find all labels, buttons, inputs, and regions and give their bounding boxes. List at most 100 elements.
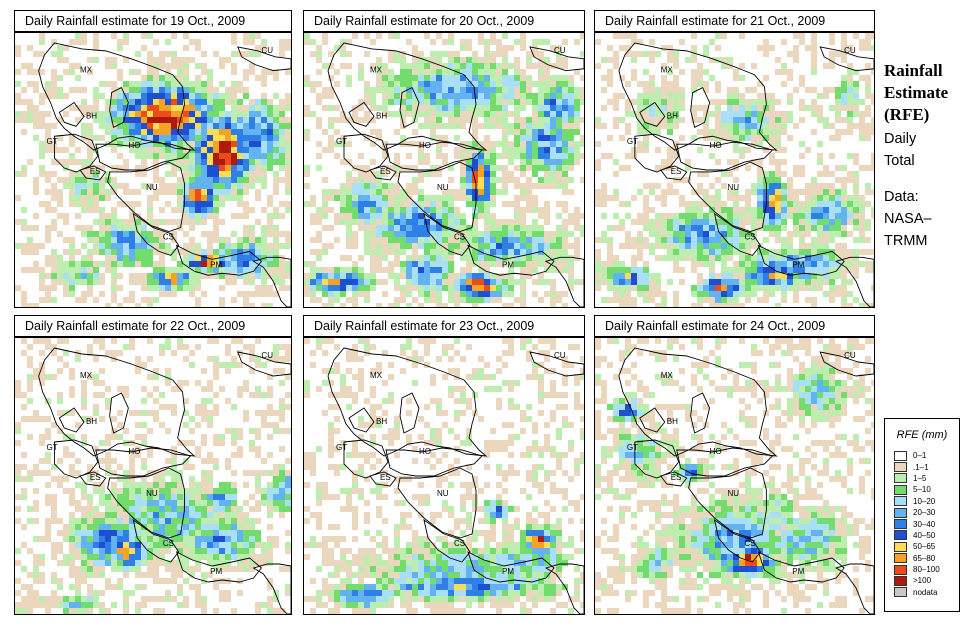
rainfall-cell	[376, 219, 382, 225]
rainfall-cell	[538, 69, 544, 75]
rainfall-cell	[21, 87, 27, 93]
rainfall-cell	[195, 380, 201, 386]
rainfall-cell	[93, 45, 99, 51]
rainfall-cell	[75, 39, 81, 45]
rainfall-cell	[87, 201, 93, 207]
rainfall-cell	[39, 560, 45, 566]
rainfall-cell	[340, 189, 346, 195]
rainfall-cell	[340, 279, 346, 285]
rainfall-cell	[631, 279, 637, 285]
coastline	[467, 244, 555, 276]
rainfall-cell	[39, 111, 45, 117]
rainfall-cell	[147, 111, 153, 117]
rainfall-cell	[733, 303, 739, 307]
rainfall-cell	[267, 470, 273, 476]
rainfall-cell	[739, 231, 745, 237]
rainfall-cell	[562, 93, 568, 99]
rainfall-cell	[159, 207, 165, 213]
rainfall-cell	[273, 536, 279, 542]
rainfall-cell	[667, 69, 673, 75]
rainfall-cell	[745, 189, 751, 195]
rainfall-cell	[51, 542, 57, 548]
rainfall-cell	[261, 267, 267, 273]
rainfall-cell	[153, 524, 159, 530]
rainfall-cell	[508, 249, 514, 255]
rainfall-cell	[484, 141, 490, 147]
rainfall-cell	[490, 105, 496, 111]
rainfall-cell	[340, 63, 346, 69]
rainfall-cell	[117, 111, 123, 117]
rainfall-cell	[69, 87, 75, 93]
rainfall-cell	[625, 201, 631, 207]
rainfall-cell	[129, 81, 135, 87]
rainfall-cell	[322, 273, 328, 279]
rainfall-cell	[57, 75, 63, 81]
panel-title: Daily Rainfall estimate for 21 Oct., 200…	[594, 10, 875, 32]
rainfall-cell	[490, 243, 496, 249]
rainfall-cell	[159, 81, 165, 87]
rainfall-cell	[448, 117, 454, 123]
rainfall-cell	[310, 39, 316, 45]
rainfall-cell	[273, 422, 279, 428]
rainfall-cell	[352, 243, 358, 249]
rainfall-cell	[733, 69, 739, 75]
rainfall-cell	[544, 201, 550, 207]
rainfall-cell	[769, 189, 775, 195]
rainfall-cell	[601, 105, 607, 111]
rainfall-cell	[484, 189, 490, 195]
rainfall-cell	[310, 219, 316, 225]
rainfall-cell	[613, 279, 619, 285]
rainfall-cell	[388, 219, 394, 225]
rainfall-cell	[562, 207, 568, 213]
rainfall-cell	[793, 225, 799, 231]
rainfall-cell	[697, 273, 703, 279]
rainfall-cell	[45, 398, 51, 404]
rainfall-cell	[643, 225, 649, 231]
rainfall-cell	[514, 249, 520, 255]
rainfall-cell	[580, 177, 584, 183]
country-label-cs: CS	[454, 232, 465, 241]
rainfall-cell	[370, 63, 376, 69]
rainfall-cell	[394, 201, 400, 207]
rainfall-cell	[478, 291, 484, 297]
rainfall-cell	[135, 219, 141, 225]
rainfall-cell	[135, 69, 141, 75]
rainfall-cell	[135, 225, 141, 231]
rainfall-cell	[454, 279, 460, 285]
rainfall-cell	[442, 153, 448, 159]
rainfall-cell	[141, 518, 147, 524]
rainfall-cell	[841, 225, 847, 231]
rainfall-cell	[267, 195, 273, 201]
rainfall-cell	[267, 105, 273, 111]
rainfall-cell	[502, 225, 508, 231]
rainfall-cell	[213, 225, 219, 231]
rainfall-cell	[39, 99, 45, 105]
rainfall-cell	[111, 297, 117, 303]
rainfall-cell	[757, 207, 763, 213]
rainfall-cell	[568, 141, 574, 147]
rainfall-cell	[99, 93, 105, 99]
rainfall-cell	[484, 57, 490, 63]
rainfall-cell	[388, 69, 394, 75]
rainfall-cell	[322, 267, 328, 273]
rainfall-cell	[430, 51, 436, 57]
rainfall-cell	[207, 536, 213, 542]
rainfall-cell	[153, 273, 159, 279]
rainfall-cell	[93, 548, 99, 554]
rainfall-cell	[478, 75, 484, 81]
rainfall-cell	[153, 416, 159, 422]
rainfall-cell	[316, 165, 322, 171]
coastline	[529, 46, 584, 72]
rainfall-cell	[33, 374, 39, 380]
rainfall-cell	[352, 177, 358, 183]
rainfall-cell	[442, 195, 448, 201]
rainfall-cell	[328, 225, 334, 231]
rainfall-cell	[147, 273, 153, 279]
rainfall-cell	[556, 117, 562, 123]
rainfall-cell	[580, 93, 584, 99]
rainfall-cell	[135, 446, 141, 452]
rainfall-cell	[394, 255, 400, 261]
rainfall-cell	[183, 105, 189, 111]
rainfall-cell	[382, 195, 388, 201]
rainfall-cell	[213, 99, 219, 105]
